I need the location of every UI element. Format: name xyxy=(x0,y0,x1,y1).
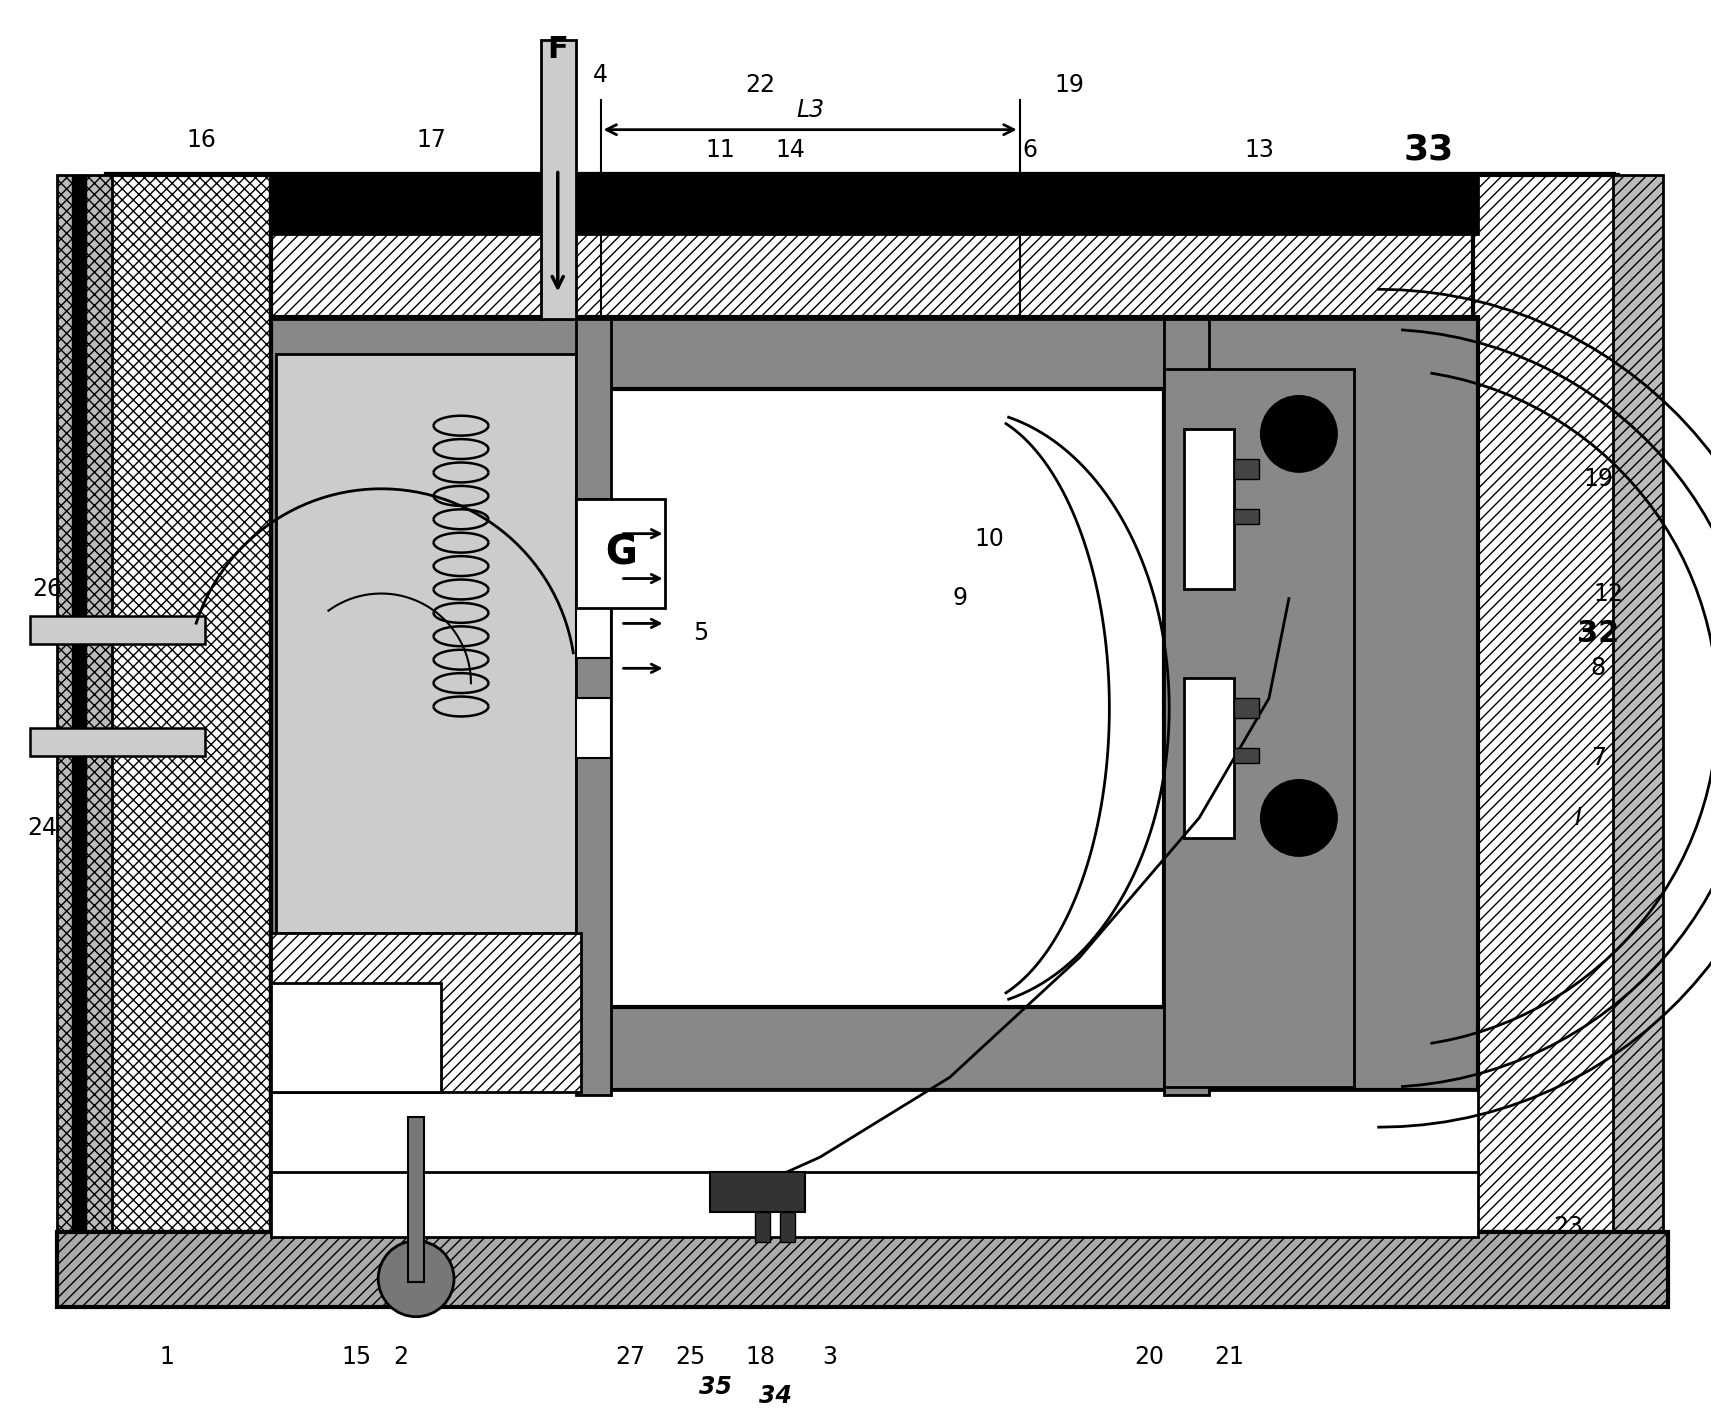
Text: 19: 19 xyxy=(1583,467,1614,491)
Bar xyxy=(576,498,665,608)
Circle shape xyxy=(1261,396,1336,471)
Text: 20: 20 xyxy=(1134,1345,1165,1369)
Bar xyxy=(576,698,610,758)
Bar xyxy=(31,617,204,645)
Text: L3: L3 xyxy=(797,97,824,121)
Text: 17: 17 xyxy=(416,127,445,151)
Bar xyxy=(106,175,271,1232)
Bar xyxy=(271,933,581,1092)
Text: 5: 5 xyxy=(692,621,707,645)
Text: 8: 8 xyxy=(1591,656,1605,680)
Bar xyxy=(271,1088,1609,1232)
Bar xyxy=(1233,459,1259,478)
Text: 4: 4 xyxy=(593,63,608,87)
Text: F: F xyxy=(548,35,569,65)
Text: 15: 15 xyxy=(341,1345,372,1369)
Text: 13: 13 xyxy=(1244,138,1274,162)
Text: 33: 33 xyxy=(1403,133,1454,166)
Text: 34: 34 xyxy=(759,1384,791,1408)
Text: 9: 9 xyxy=(952,587,968,611)
Bar xyxy=(276,354,576,933)
Bar xyxy=(408,1118,425,1281)
Bar xyxy=(711,1173,805,1212)
Text: I: I xyxy=(1574,806,1581,830)
Circle shape xyxy=(1261,780,1336,856)
Text: 14: 14 xyxy=(776,138,805,162)
Text: G: G xyxy=(605,535,637,573)
Bar xyxy=(541,40,576,319)
Bar xyxy=(271,982,440,1092)
Bar xyxy=(106,175,1614,1232)
Bar xyxy=(576,317,610,1095)
Text: 16: 16 xyxy=(187,127,216,151)
Bar xyxy=(1233,698,1259,718)
Text: 12: 12 xyxy=(1593,581,1622,605)
Bar xyxy=(72,175,86,1232)
Bar xyxy=(755,1212,771,1242)
Bar xyxy=(271,175,1609,319)
Bar xyxy=(1614,175,1663,1232)
Bar xyxy=(57,1232,1668,1307)
Text: 24: 24 xyxy=(27,816,57,840)
Text: 3: 3 xyxy=(822,1345,838,1369)
Bar xyxy=(1184,429,1233,588)
Bar xyxy=(1165,317,1209,1095)
Text: 1: 1 xyxy=(159,1345,175,1369)
Bar xyxy=(271,1091,1478,1175)
Bar xyxy=(576,498,610,559)
Text: 23: 23 xyxy=(1554,1215,1583,1239)
Bar xyxy=(271,317,1478,1091)
Circle shape xyxy=(379,1240,454,1316)
Bar xyxy=(1233,509,1259,523)
Bar xyxy=(779,1212,795,1242)
Text: 6: 6 xyxy=(1023,138,1036,162)
Text: 19: 19 xyxy=(1055,73,1084,97)
Text: 21: 21 xyxy=(1215,1345,1244,1369)
Text: 18: 18 xyxy=(745,1345,776,1369)
Text: 2: 2 xyxy=(394,1345,409,1369)
Bar xyxy=(1184,679,1233,838)
Bar xyxy=(1233,748,1259,763)
Text: 11: 11 xyxy=(706,138,735,162)
Bar xyxy=(271,175,1478,234)
Text: 22: 22 xyxy=(745,73,776,97)
Text: 27: 27 xyxy=(615,1345,646,1369)
Text: 32: 32 xyxy=(1578,619,1619,648)
Text: 26: 26 xyxy=(33,577,62,601)
Bar xyxy=(1473,175,1619,1232)
Bar xyxy=(445,389,1165,1007)
Bar xyxy=(576,598,610,659)
Bar xyxy=(31,728,204,756)
Bar xyxy=(57,175,111,1232)
Text: G: G xyxy=(605,533,637,571)
Text: 10: 10 xyxy=(975,526,1004,550)
Text: 7: 7 xyxy=(1591,746,1605,770)
Text: 25: 25 xyxy=(675,1345,706,1369)
Bar xyxy=(271,1173,1478,1237)
Bar xyxy=(1165,370,1353,1088)
Text: 35: 35 xyxy=(699,1374,731,1398)
